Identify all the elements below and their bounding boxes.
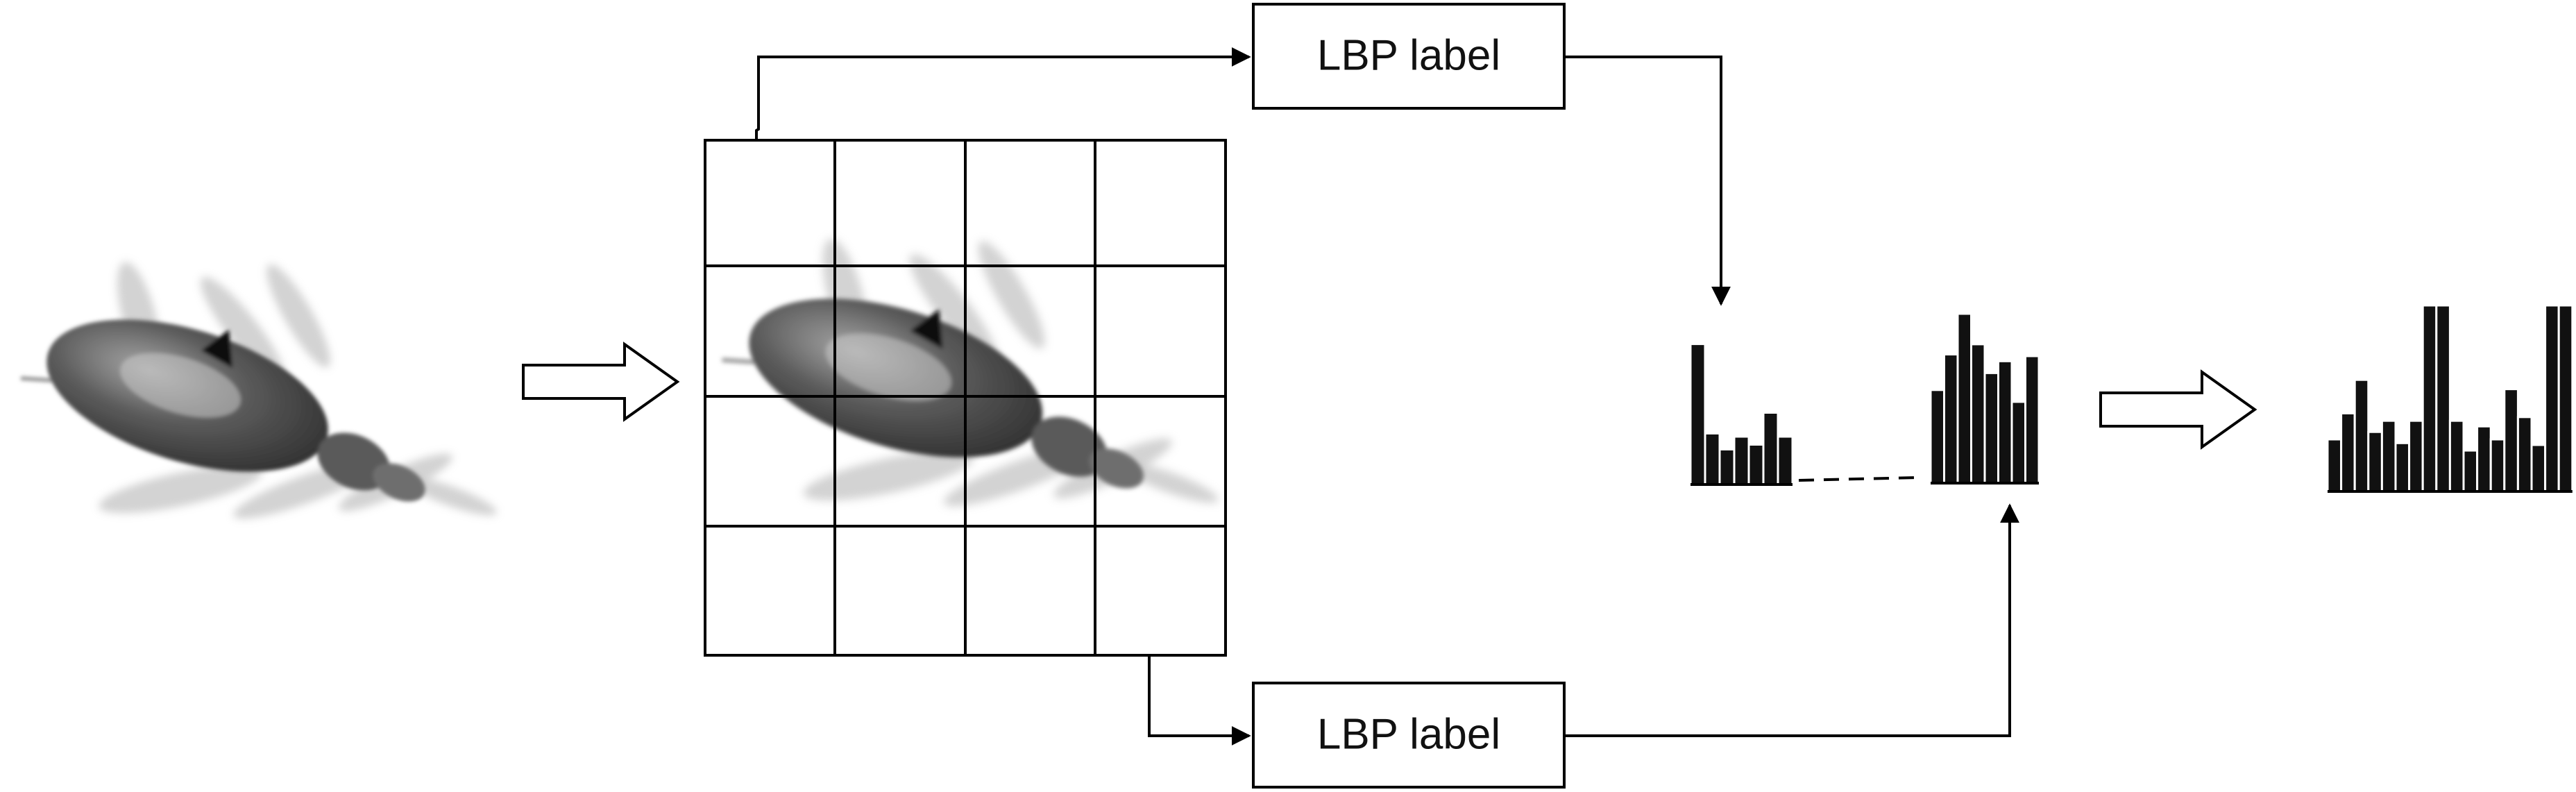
top-lbp-label-text: LBP label	[1317, 31, 1500, 79]
top-lbp-branch: LBP label	[755, 3, 1731, 306]
histogram-bar	[1997, 360, 2013, 485]
bottom-label-to-histogram-connector	[1564, 503, 2019, 737]
bottom-lbp-label-text: LBP label	[1317, 710, 1500, 758]
histogram-bar	[1718, 448, 1736, 486]
histogram-bar	[2010, 401, 2026, 485]
histogram-bar	[2448, 419, 2465, 493]
grid-to-bottom-label-connector	[1148, 655, 1251, 745]
histogram-bar	[1983, 371, 1999, 485]
histogram-bar	[1762, 412, 1779, 486]
top-lbp-label-box	[1252, 3, 1566, 110]
plankton-image-icon	[21, 258, 500, 528]
histogram-bar	[2408, 419, 2424, 493]
gridded-plankton-image	[722, 235, 1222, 517]
histogram-bar	[1689, 343, 1706, 486]
concatenated-histogram	[2326, 304, 2574, 493]
histogram-bar	[2367, 430, 2383, 493]
histogram-bar	[1747, 444, 1765, 486]
bottom-lbp-branch: LBP label	[1148, 503, 2019, 789]
histogram-bar	[1704, 432, 1721, 486]
histogram-bar	[2380, 419, 2397, 493]
histogram-bar	[2353, 378, 2370, 493]
histogram-bar	[1970, 343, 1986, 485]
histogram-bar	[2394, 441, 2411, 493]
histogram-ellipsis-dashes	[1798, 476, 1917, 482]
histogram-bar	[2530, 444, 2547, 493]
cell-histogram-last	[1929, 312, 2040, 485]
grid-to-top-label-connector	[755, 47, 1251, 140]
histogram-bar	[2421, 304, 2438, 493]
histogram-bar	[2462, 449, 2479, 493]
bottom-lbp-label-box	[1252, 682, 1566, 789]
histogram-bar	[2557, 304, 2574, 493]
cell-histogram-first	[1689, 343, 1794, 486]
histogram-bar	[1777, 435, 1794, 486]
histogram-bar	[2544, 304, 2560, 493]
source-image	[21, 258, 500, 528]
histogram-bar	[2326, 438, 2343, 493]
histogram-bar	[2024, 355, 2040, 485]
histogram-bar	[2435, 304, 2451, 493]
arrow-to-concatenated	[2101, 372, 2255, 447]
histogram-bar	[2516, 416, 2533, 493]
histogram-bar	[1733, 435, 1750, 486]
histogram-bar	[2503, 388, 2519, 493]
top-label-to-histogram-connector	[1564, 56, 1731, 306]
histogram-bar	[1943, 353, 1959, 485]
arrow-to-grid	[522, 343, 679, 421]
hollow-right-arrow-icon	[2101, 372, 2255, 447]
histogram-bar	[2476, 425, 2492, 493]
histogram-bar	[1956, 312, 1972, 485]
histogram-bar	[2489, 438, 2506, 493]
hollow-right-arrow-icon	[522, 343, 679, 421]
histogram-bar	[2340, 412, 2356, 493]
histogram-bar	[1929, 389, 1945, 485]
cell-histograms	[1689, 312, 2040, 486]
cell-grid	[704, 139, 1227, 657]
